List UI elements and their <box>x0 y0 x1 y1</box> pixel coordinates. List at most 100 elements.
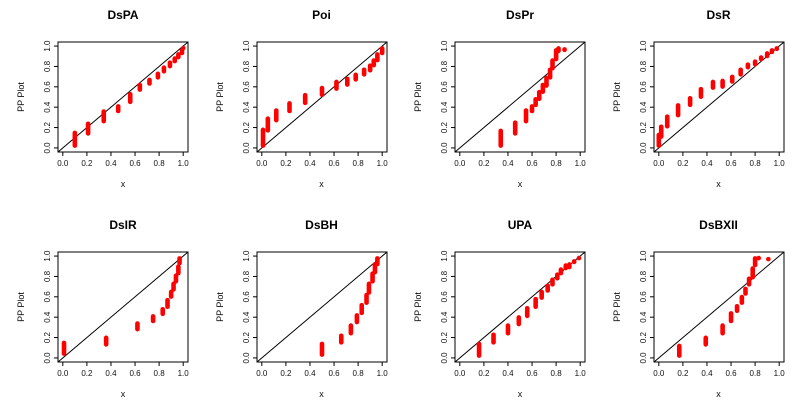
x-tick-label: 1.0 <box>376 369 388 378</box>
x-tick-label: 0.4 <box>502 369 514 378</box>
panel-dsir: 0.0 0.2 0.4 0.6 0.8 1.0 0.0 0.2 0.4 0.6 0.8 1.0 DsI… <box>0 210 199 419</box>
y-tick-label: 0.2 <box>43 331 52 343</box>
plot-canvas-dspa: 0.0 0.2 0.4 0.6 0.8 1.0 0.0 0.2 0.4 0.6 0.8 1.0 <box>43 40 190 168</box>
y-tick-label: 0.4 <box>242 101 251 113</box>
y-tick-label: 0.8 <box>639 60 648 72</box>
y-tick-label: 0.6 <box>43 290 52 302</box>
plot-canvas-dsr: 0.0 0.2 0.4 0.6 0.8 1.0 0.0 0.2 0.4 0.6 0.8 1.0 <box>639 40 785 168</box>
x-tick-label: 0.0 <box>57 159 69 168</box>
y-axis-label: PP Plot <box>611 291 622 322</box>
y-tick-label: 1.0 <box>43 249 52 261</box>
plot-frame <box>653 41 784 153</box>
y-tick-label: 0.0 <box>440 142 449 154</box>
x-tick-label: 0.4 <box>304 369 316 378</box>
reference-line <box>57 41 189 153</box>
x-tick-label: 0.6 <box>526 159 538 168</box>
reference-line <box>653 251 784 362</box>
y-axis-label: PP Plot <box>214 82 225 112</box>
y-tick-label: 0.8 <box>639 270 648 282</box>
y-tick-label: 0.4 <box>43 311 52 323</box>
y-axis-label: PP Plot <box>214 291 225 322</box>
x-tick-label: 0.2 <box>478 159 490 168</box>
y-tick-label: 0.0 <box>43 351 52 363</box>
x-axis-label: x <box>716 179 721 189</box>
x-tick-label: 0.4 <box>105 369 117 378</box>
y-tick-label: 1.0 <box>440 249 449 261</box>
x-tick-label: 1.0 <box>575 159 587 168</box>
x-tick-label: 0.6 <box>129 369 141 378</box>
x-tick-label: 0.6 <box>725 159 737 168</box>
y-tick-label: 0.2 <box>639 331 648 343</box>
y-axis-label: PP Plot <box>413 291 423 322</box>
plot-canvas-dsir: 0.0 0.2 0.4 0.6 0.8 1.0 0.0 0.2 0.4 0.6 0.8 1.0 <box>43 249 189 378</box>
x-tick-label: 1.0 <box>575 369 587 378</box>
panel-dspr: 0.0 0.2 0.4 0.6 0.8 1.0 0.0 0.2 0.4 0.6 0.8 1.0 DsP… <box>397 0 596 210</box>
y-tick-label: 1.0 <box>440 40 449 52</box>
plot-frame <box>57 251 189 362</box>
y-axis-label: PP Plot <box>611 82 622 112</box>
plot-canvas-dsbxii: 0.0 0.2 0.4 0.6 0.8 1.0 0.0 0.2 0.4 0.6 0.8 1.0 <box>639 249 785 378</box>
x-tick-label: 0.8 <box>749 159 761 168</box>
y-tick-label: 1.0 <box>242 40 251 52</box>
y-tick-label: 0.8 <box>43 60 52 72</box>
y-tick-label: 1.0 <box>242 249 251 261</box>
y-tick-label: 0.8 <box>440 270 449 282</box>
x-tick-label: 0.6 <box>725 369 737 378</box>
x-tick-label: 0.8 <box>352 369 364 378</box>
y-tick-label: 0.4 <box>440 311 449 323</box>
x-tick-label: 0.0 <box>256 369 268 378</box>
x-tick-label: 0.2 <box>677 369 689 378</box>
y-tick-label: 0.0 <box>242 351 251 363</box>
y-tick-label: 1.0 <box>639 40 648 52</box>
y-tick-label: 0.6 <box>242 290 251 302</box>
plot-canvas-upa: 0.0 0.2 0.4 0.6 0.8 1.0 0.0 0.2 0.4 0.6 0.8 1.0 <box>440 249 587 378</box>
y-tick-label: 0.6 <box>639 81 648 93</box>
x-tick-label: 0.0 <box>454 159 466 168</box>
x-axis-label: x <box>517 179 523 189</box>
plot-title: DsPA <box>107 8 139 22</box>
x-tick-label: 0.4 <box>701 159 713 168</box>
plot-frame <box>57 41 189 153</box>
y-tick-label: 0.2 <box>43 121 52 133</box>
x-tick-label: 0.8 <box>551 369 563 378</box>
y-tick-label: 0.0 <box>440 351 449 363</box>
x-tick-label: 0.4 <box>502 159 514 168</box>
y-tick-label: 0.8 <box>440 60 449 72</box>
x-tick-label: 0.0 <box>454 369 466 378</box>
x-tick-label: 1.0 <box>178 159 190 168</box>
y-tick-label: 0.2 <box>242 331 251 343</box>
panel-dspa: 0.0 0.2 0.4 0.6 0.8 1.0 0.0 0.2 0.4 0.6 0.8 1.0 DsP… <box>0 0 199 210</box>
y-tick-label: 0.6 <box>639 290 648 302</box>
x-axis-label: x <box>120 388 126 399</box>
x-tick-label: 0.2 <box>280 159 292 168</box>
x-axis-label: x <box>319 388 324 399</box>
x-tick-label: 1.0 <box>773 159 785 168</box>
x-tick-label: 0.4 <box>304 159 316 168</box>
x-tick-label: 0.6 <box>129 159 141 168</box>
y-tick-label: 0.0 <box>639 351 648 363</box>
y-tick-label: 1.0 <box>43 40 52 52</box>
x-axis-label: x <box>319 179 324 189</box>
y-tick-label: 0.4 <box>639 311 648 323</box>
y-tick-label: 0.8 <box>43 270 52 282</box>
x-tick-label: 0.6 <box>328 369 340 378</box>
panel-dsr: 0.0 0.2 0.4 0.6 0.8 1.0 0.0 0.2 0.4 0.6 0.8 1.0 DsR… <box>596 0 794 210</box>
y-tick-label: 0.2 <box>440 121 449 133</box>
reference-line <box>57 251 189 362</box>
y-tick-label: 0.6 <box>440 81 449 93</box>
plot-frame <box>256 251 387 362</box>
y-tick-label: 0.4 <box>639 101 648 113</box>
reference-line <box>454 251 586 362</box>
y-axis-label: PP Plot <box>16 82 26 112</box>
y-tick-label: 0.4 <box>43 101 52 113</box>
x-tick-label: 0.8 <box>154 369 166 378</box>
y-tick-label: 0.2 <box>639 121 648 133</box>
plot-frame <box>653 251 784 362</box>
x-tick-label: 1.0 <box>376 159 388 168</box>
plot-title: DsR <box>706 8 731 22</box>
y-axis-label: PP Plot <box>413 82 423 112</box>
y-tick-label: 0.8 <box>242 270 251 282</box>
y-tick-label: 0.2 <box>440 331 449 343</box>
y-tick-label: 0.4 <box>242 311 251 323</box>
x-axis-label: x <box>517 388 523 399</box>
